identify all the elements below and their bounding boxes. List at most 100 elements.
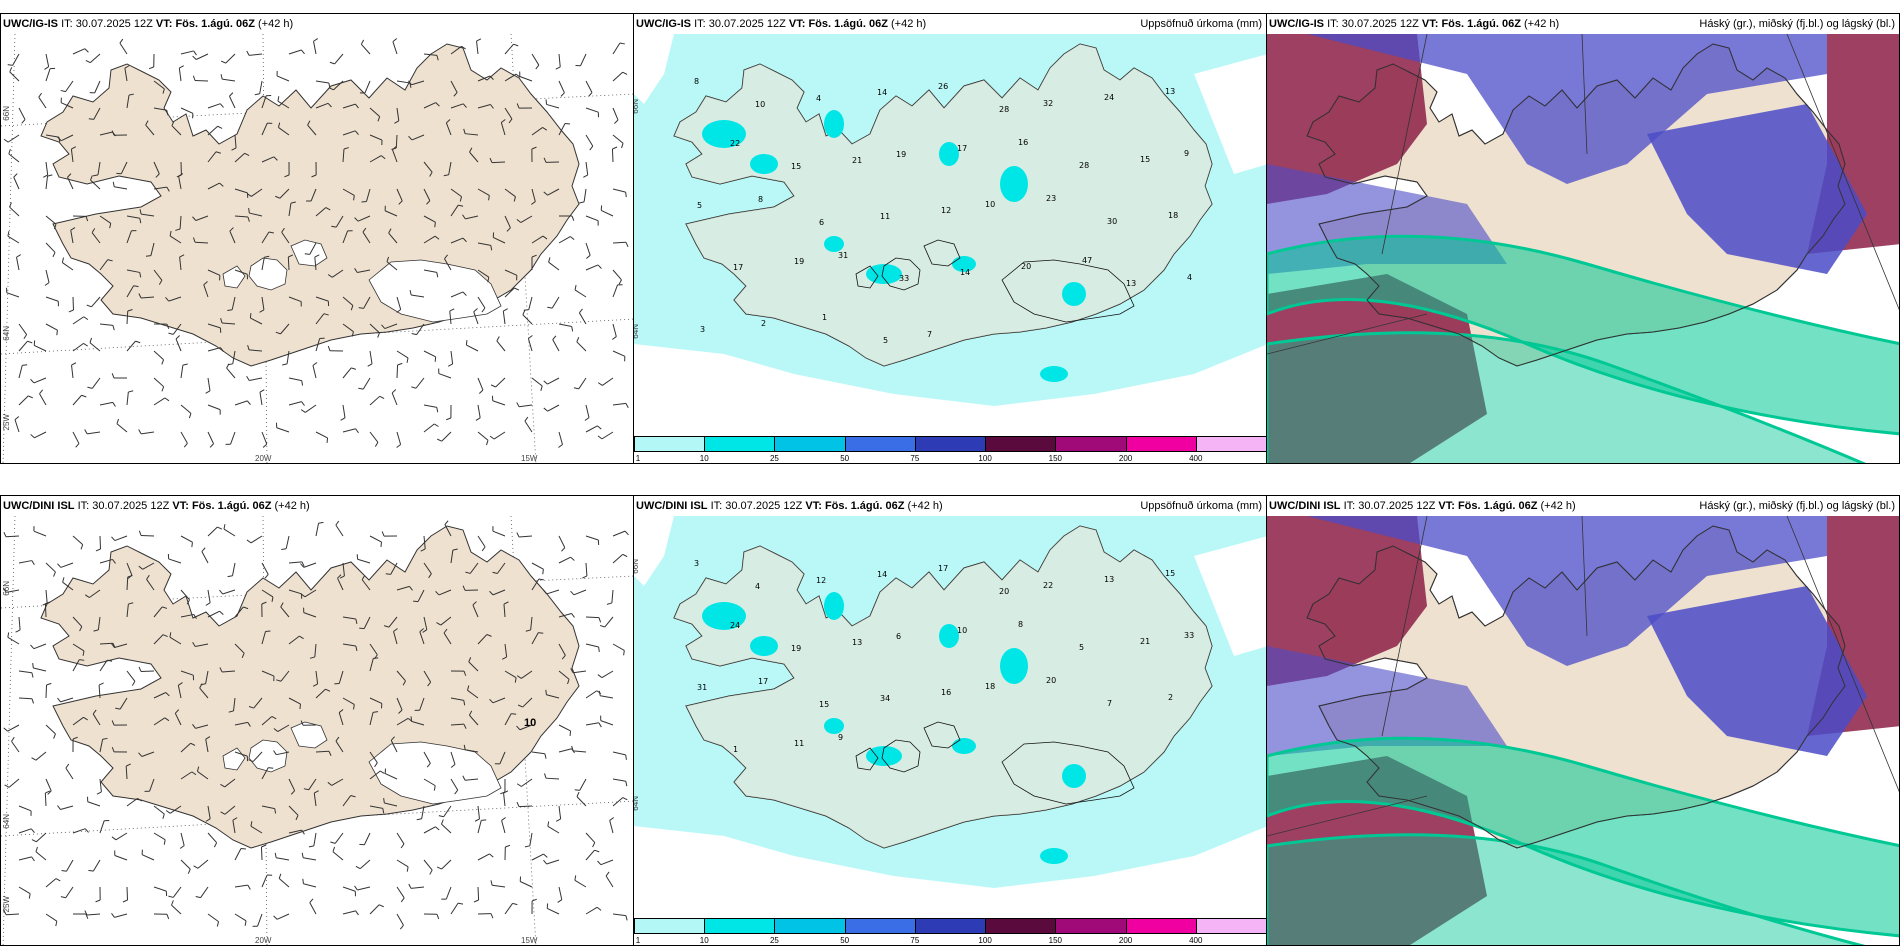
wind-barb-flag xyxy=(446,119,451,124)
wind-barb-staff xyxy=(492,884,506,888)
wind-barb-flag xyxy=(467,685,470,691)
wind-barb-flag xyxy=(396,309,401,313)
precip-value-label: 5 xyxy=(883,336,888,345)
wind-barb-flag xyxy=(15,629,21,633)
wind-barb-staff xyxy=(573,589,587,596)
wind-barb-flag xyxy=(61,257,65,263)
wind-barb-flag xyxy=(226,363,230,369)
wind-barb-flag xyxy=(567,679,570,685)
wind-barb-staff xyxy=(126,230,132,244)
wind-barb-flag xyxy=(433,785,436,791)
wind-barb-flag xyxy=(46,682,52,686)
wind-barb-flag xyxy=(516,103,520,109)
wind-barb-staff xyxy=(18,323,28,335)
wind-barb-flag xyxy=(131,681,136,686)
wind-barb-staff xyxy=(45,724,56,735)
wind-barb-staff xyxy=(612,188,626,193)
wind-barb-staff xyxy=(335,740,344,753)
wind-barb-staff xyxy=(276,857,290,861)
wind-barb-flag xyxy=(489,853,494,858)
wind-barb-flag xyxy=(166,186,170,192)
glacier-outline-2 xyxy=(1001,741,1135,805)
wind-barb-staff xyxy=(547,825,560,834)
wind-barb-flag xyxy=(112,559,116,564)
wind-barb-staff xyxy=(114,643,128,649)
wind-barb-staff xyxy=(504,269,518,276)
wind-barb-flag xyxy=(145,120,149,126)
low-cloud-west xyxy=(1267,516,1427,686)
wind-barb-staff xyxy=(72,659,80,672)
wind-barb-staff xyxy=(493,431,506,440)
wind-barb-staff xyxy=(612,134,624,144)
wind-barb-flag xyxy=(138,429,142,435)
wind-barb-staff xyxy=(70,230,74,244)
wind-barb-staff xyxy=(60,562,74,568)
wind-barb-flag xyxy=(205,602,211,606)
wind-barb-flag xyxy=(380,541,383,548)
wind-barb-staff xyxy=(145,124,155,136)
wind-barb-flag xyxy=(472,601,477,606)
precip-value-label: 6 xyxy=(896,632,901,641)
wind-barb-flag xyxy=(461,45,466,50)
cloud-graticule xyxy=(1267,33,1899,355)
wind-barb-staff xyxy=(39,393,47,406)
wind-barb-staff xyxy=(200,886,209,898)
wind-barb-staff xyxy=(87,801,101,807)
colorbar-tick-label: 10 xyxy=(699,454,709,463)
wind-barb-staff xyxy=(601,209,614,217)
wind-barb-staff xyxy=(6,589,20,593)
wind-barb-flag xyxy=(241,652,245,658)
wind-barb-flag xyxy=(186,599,190,605)
wind-barb-staff xyxy=(417,589,425,602)
wind-barb-staff xyxy=(369,697,383,704)
wind-barb-flag xyxy=(191,542,193,548)
wind-barb-staff xyxy=(518,805,533,808)
wind-barb-flag xyxy=(374,442,379,447)
wind-barb-staff xyxy=(558,53,561,67)
wind-barb-staff xyxy=(153,832,166,841)
wind-barb-flag xyxy=(162,88,165,94)
wind-barb-staff xyxy=(520,881,533,888)
wind-barb-staff xyxy=(423,269,437,273)
wind-barb-staff xyxy=(423,404,437,408)
wind-map xyxy=(1,33,633,463)
mid-cloud-layer xyxy=(1267,516,1867,756)
wind-barb-staff xyxy=(612,323,617,337)
wind-barb-staff xyxy=(249,212,263,217)
wind-barb-staff xyxy=(228,96,236,109)
wind-barb-flag xyxy=(84,48,89,53)
wind-barb-staff xyxy=(90,179,101,190)
precip-value-label: 9 xyxy=(1184,149,1189,158)
precip-map-panel-bottom: UWC/DINI ISL IT: 30.07.2025 12Z VT: Fös.… xyxy=(633,495,1267,946)
wind-barb-flag xyxy=(400,897,405,903)
wind-barb-flag xyxy=(300,720,304,726)
wind-barb-flag xyxy=(444,520,449,525)
wind-barb-staff xyxy=(288,635,300,645)
wind-barb-flag xyxy=(329,61,335,65)
wind-barb-staff xyxy=(528,296,533,310)
wind-barb-staff xyxy=(304,589,317,598)
wind-barb-flag xyxy=(490,913,494,919)
grid-label-lon20: 20W xyxy=(255,936,272,945)
precip-value-label: 14 xyxy=(877,88,887,97)
wind-barb-staff xyxy=(585,425,598,433)
wind-barb-flag xyxy=(576,791,580,797)
wind-barb-staff xyxy=(465,133,479,136)
wind-barb-staff xyxy=(441,823,452,834)
wind-barb-staff xyxy=(120,161,128,174)
wind-barb-staff xyxy=(44,603,47,618)
wind-barb-staff xyxy=(126,392,129,406)
wind-barb-flag xyxy=(192,724,196,729)
glaciers xyxy=(222,239,502,323)
wind-barb-staff xyxy=(611,148,614,163)
wind-barb-staff xyxy=(303,857,317,861)
precip-value-label: 16 xyxy=(941,688,951,697)
wind-barb-flag xyxy=(503,790,509,794)
wind-barb-flag xyxy=(166,323,170,330)
wind-barb-flag xyxy=(340,417,346,421)
wind-barb-flag xyxy=(3,138,9,143)
wind-barb-flag xyxy=(62,577,65,583)
wind-barb-flag xyxy=(111,720,115,726)
wind-barbs xyxy=(3,520,629,930)
wind-barb-flag xyxy=(458,204,464,207)
